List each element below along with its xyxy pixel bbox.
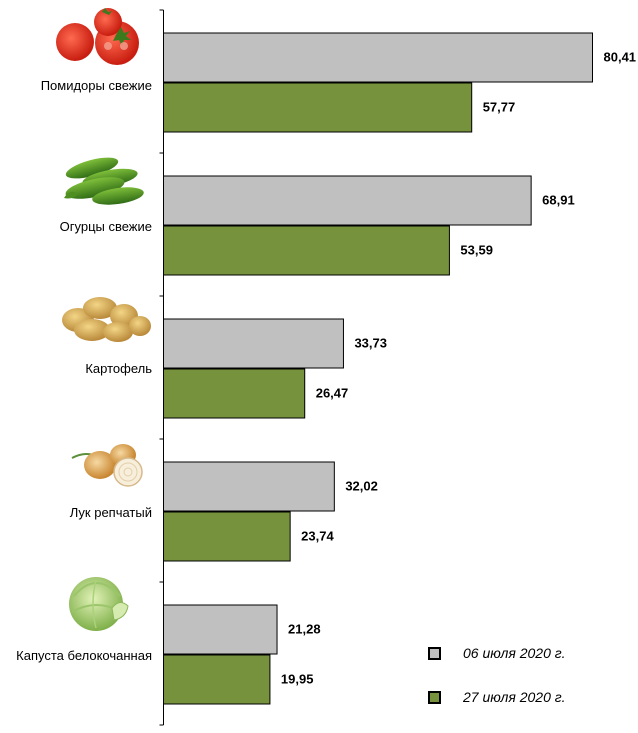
- data-label-s1-c4: 32,02: [345, 479, 378, 494]
- bar-s2-c3: [163, 368, 306, 419]
- data-label-s1-c1: 80,41: [604, 50, 637, 65]
- bar-s1-c2: [163, 175, 532, 226]
- data-label-s2-c3: 26,47: [316, 386, 349, 401]
- category-label-potatoes: Картофель: [85, 361, 152, 376]
- category-label-tomatoes: Помидоры свежие: [41, 78, 152, 93]
- bar-s2-c2: [163, 225, 450, 276]
- data-label-s1-c3: 33,73: [354, 336, 387, 351]
- bar-s2-c5: [163, 654, 271, 705]
- bar-s1-c3: [163, 318, 344, 369]
- data-label-s1-c2: 68,91: [542, 193, 575, 208]
- category-label-cucumbers: Огурцы свежие: [60, 219, 152, 234]
- bar-s2-c4: [163, 511, 291, 562]
- data-label-s1-c5: 21,28: [288, 622, 321, 637]
- legend-label-series-1: 06 июля 2020 г.: [463, 645, 566, 661]
- category-label-cabbage: Капуста белокочанная: [16, 648, 152, 663]
- bar-s2-c1: [163, 82, 473, 133]
- bar-s1-c4: [163, 461, 335, 512]
- legend-swatch-green: [428, 690, 441, 704]
- legend-swatch-gray: [428, 646, 441, 660]
- tomato-icon: [56, 8, 139, 65]
- data-label-s2-c2: 53,59: [460, 243, 493, 258]
- cucumber-icon: [64, 157, 144, 205]
- legend-label-series-2: 27 июля 2020 г.: [463, 689, 566, 705]
- legend-item-series-1: 06 июля 2020 г.: [428, 645, 566, 661]
- category-label-onions: Лук репчатый: [70, 505, 152, 520]
- onion-icon: [71, 444, 143, 487]
- data-label-s2-c1: 57,77: [483, 100, 516, 115]
- bar-s1-c5: [163, 604, 278, 655]
- data-label-s2-c5: 19,95: [281, 672, 314, 687]
- legend-item-series-2: 27 июля 2020 г.: [428, 689, 566, 705]
- data-label-s2-c4: 23,74: [301, 529, 334, 544]
- potato-icon: [62, 297, 151, 342]
- bar-s1-c1: [163, 32, 593, 83]
- cabbage-icon: [69, 577, 129, 631]
